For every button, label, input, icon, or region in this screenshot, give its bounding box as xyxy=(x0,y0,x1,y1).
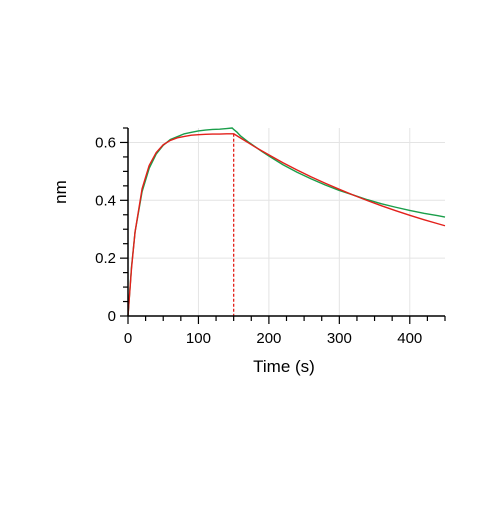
x-tick-label: 200 xyxy=(256,330,281,347)
x-tick-label: 100 xyxy=(186,330,211,347)
x-axis-label: Time (s) xyxy=(253,357,315,376)
y-tick-label: 0.4 xyxy=(95,192,116,209)
y-tick-label: 0 xyxy=(108,308,116,325)
y-axis-label: nm xyxy=(51,180,70,204)
y-tick-label: 0.6 xyxy=(95,134,116,151)
series-layer xyxy=(127,127,446,317)
x-tick-label: 0 xyxy=(124,330,132,347)
y-tick-label: 0.2 xyxy=(95,250,116,267)
x-tick-label: 300 xyxy=(327,330,352,347)
series-line-0 xyxy=(127,127,446,317)
axes: 0 100 200 300 400 0 0.2 0.4 0.6 xyxy=(95,127,446,347)
series-line-1 xyxy=(127,133,446,317)
grid-lines xyxy=(128,128,445,316)
x-tick-label: 400 xyxy=(397,330,422,347)
